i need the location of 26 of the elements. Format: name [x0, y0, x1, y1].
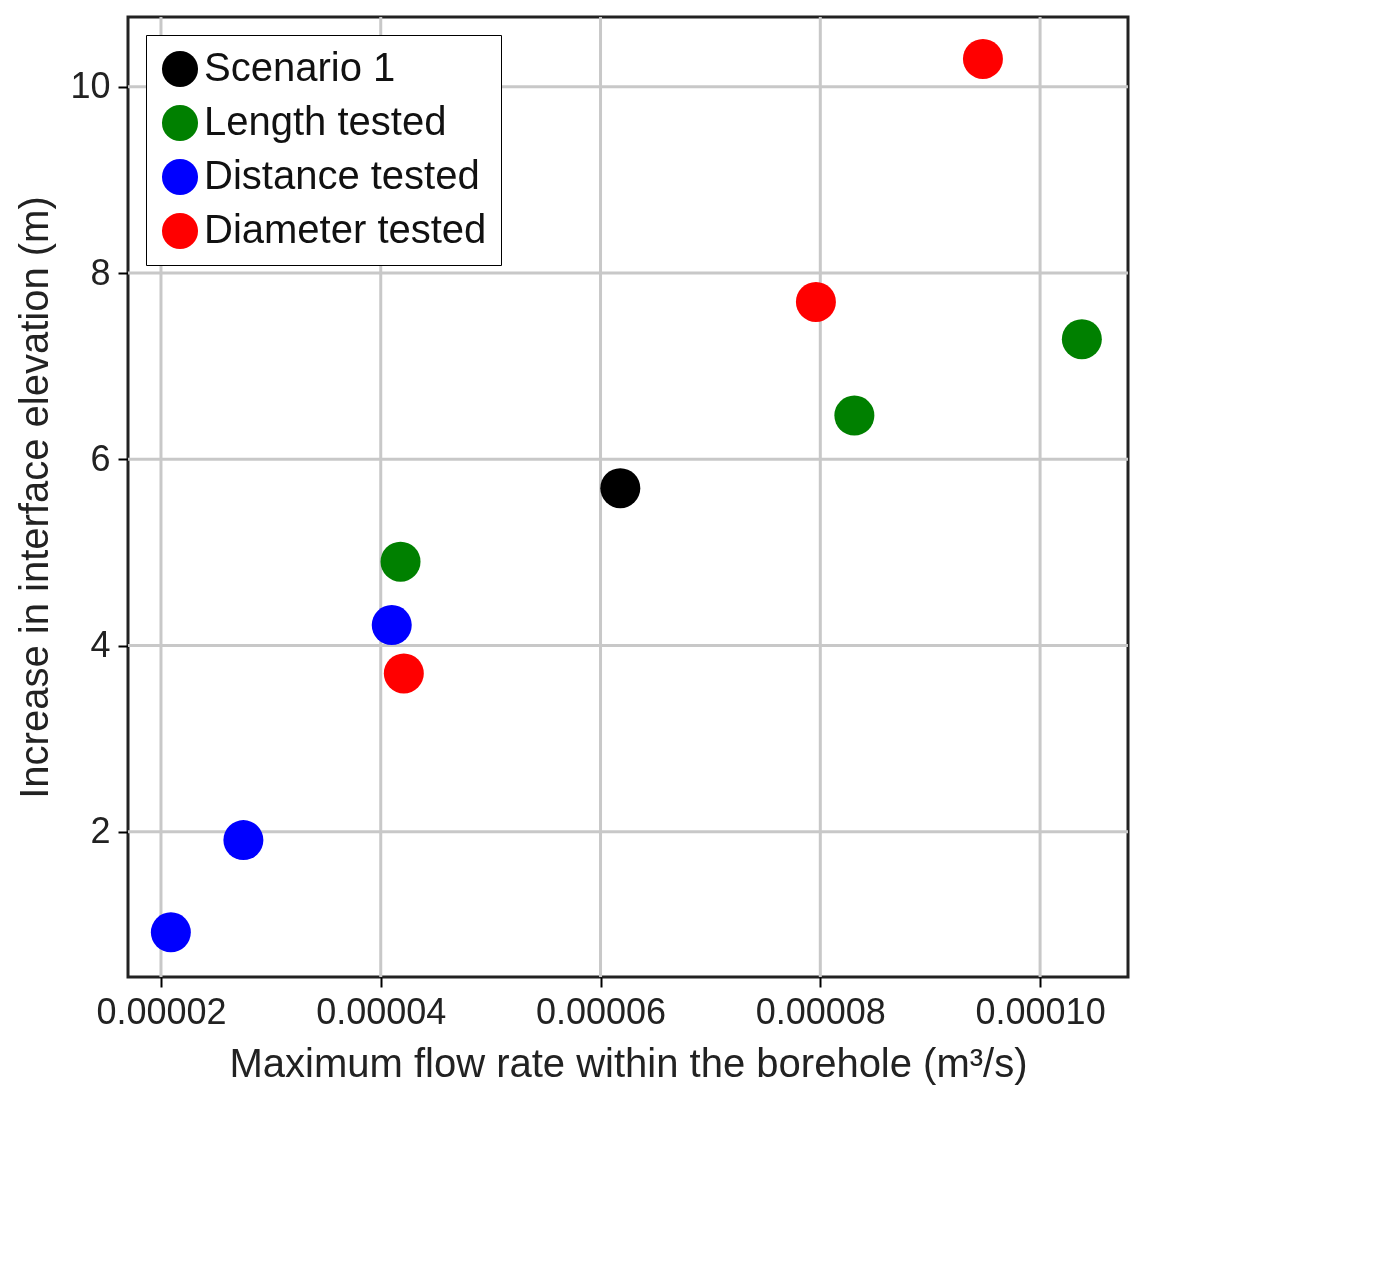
point — [834, 395, 875, 436]
point — [223, 820, 264, 861]
point — [150, 912, 191, 953]
point — [1061, 319, 1102, 360]
x-tick-label: 0.00008 — [755, 990, 886, 1032]
x-tick-label: 0.00004 — [316, 990, 447, 1032]
point — [962, 38, 1003, 79]
point — [600, 468, 641, 509]
x-axis-title: Maximum flow rate within the borehole (m³/s) — [229, 1040, 1028, 1085]
legend-label: Length tested — [204, 99, 447, 143]
legend-label: Distance tested — [204, 153, 480, 197]
y-axis-title: Increase in interface elevation (m) — [12, 196, 57, 799]
x-tick-label: 0.00002 — [96, 990, 227, 1032]
point — [371, 605, 412, 645]
x-tick-label: 0.00010 — [975, 990, 1106, 1032]
x-tick-label: 0.00006 — [535, 990, 667, 1032]
point — [795, 281, 836, 322]
point — [383, 653, 424, 694]
y-tick-label: 10 — [70, 65, 111, 107]
y-tick-label: 2 — [90, 810, 111, 852]
y-tick-label: 6 — [90, 437, 111, 479]
legend-label: Scenario 1 — [204, 45, 396, 89]
point — [380, 541, 421, 582]
y-tick-label: 8 — [90, 251, 111, 293]
y-tick-label: 4 — [90, 624, 111, 666]
legend-label: Diameter tested — [204, 207, 487, 251]
